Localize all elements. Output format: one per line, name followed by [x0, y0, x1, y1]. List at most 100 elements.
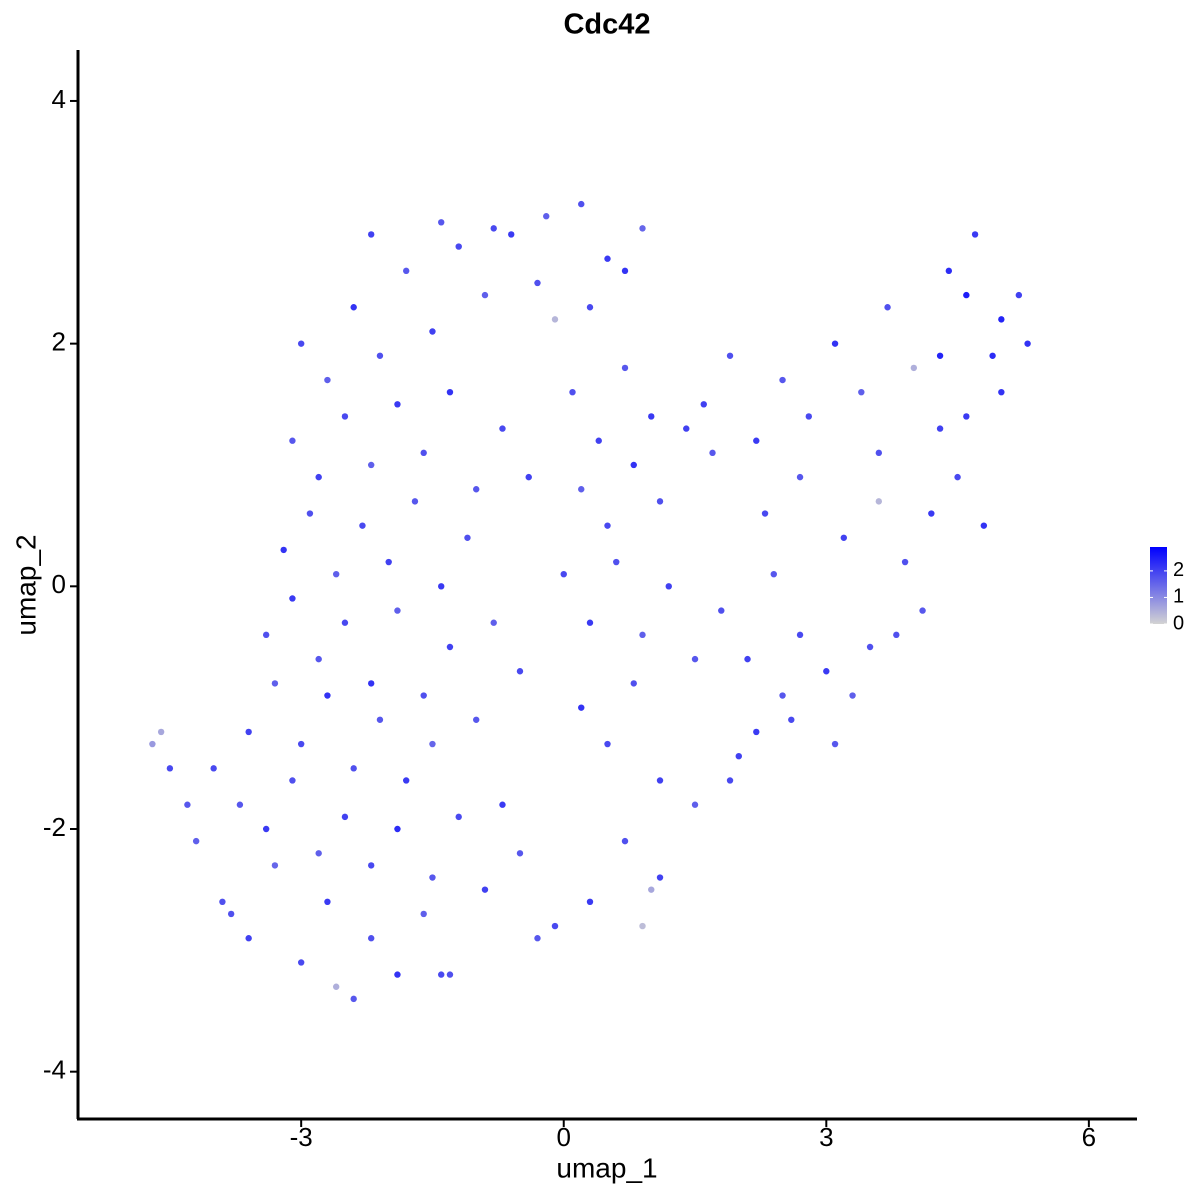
- cell-point: [262, 631, 270, 639]
- cell-point: [508, 231, 515, 238]
- cell-point: [367, 935, 375, 942]
- cell-point: [446, 643, 454, 651]
- cell-point: [831, 340, 839, 347]
- x-tick-label: -3: [290, 1122, 313, 1152]
- x-axis-label: umap_1: [556, 1152, 657, 1183]
- cell-point: [534, 279, 541, 287]
- y-tick-label: -2: [43, 812, 66, 842]
- cell-point: [586, 898, 594, 906]
- cell-point: [184, 801, 191, 808]
- cell-point: [604, 740, 611, 748]
- cell-point: [411, 498, 419, 505]
- chart-title: Cdc42: [563, 9, 650, 41]
- cell-point: [560, 570, 567, 578]
- cell-point: [289, 595, 296, 602]
- cell-point: [297, 740, 305, 748]
- cell-point: [928, 510, 935, 517]
- cell-point: [464, 534, 471, 541]
- cell-point: [656, 874, 664, 881]
- cell-point: [849, 692, 856, 699]
- cell-point: [621, 837, 629, 845]
- cell-point: [420, 910, 427, 918]
- cell-point: [980, 522, 988, 529]
- cell-point: [490, 619, 497, 626]
- cell-point: [262, 825, 270, 833]
- cell-point: [306, 510, 314, 517]
- x-tick-label: 6: [1082, 1122, 1096, 1152]
- cell-point: [534, 935, 541, 942]
- cell-point: [394, 825, 401, 833]
- cell-point: [332, 983, 340, 990]
- cell-point: [936, 425, 944, 432]
- cell-point: [551, 922, 559, 930]
- cell-point: [954, 473, 961, 481]
- y-tick-label: -4: [43, 1055, 66, 1085]
- cell-point: [289, 777, 296, 784]
- cell-point: [779, 376, 786, 384]
- cell-point: [376, 716, 384, 723]
- cell-point: [429, 328, 436, 335]
- cell-point: [691, 801, 699, 808]
- cell-point: [761, 510, 769, 517]
- cell-point: [1024, 340, 1031, 347]
- cell-point: [945, 267, 953, 275]
- cell-point: [665, 583, 672, 590]
- cell-point: [367, 231, 375, 238]
- cell-point: [595, 437, 602, 444]
- cell-point: [613, 558, 620, 566]
- cell-point: [438, 219, 445, 226]
- cell-point: [324, 898, 331, 906]
- cell-point: [936, 352, 944, 359]
- cell-point: [586, 619, 594, 626]
- cell-point: [455, 243, 462, 250]
- colorbar: [1150, 547, 1167, 624]
- cell-point: [709, 449, 716, 457]
- cell-point: [796, 631, 804, 639]
- cell-point: [875, 449, 883, 457]
- cell-point: [446, 971, 454, 978]
- cell-point: [639, 225, 646, 232]
- cell-point: [621, 364, 629, 372]
- cell-point: [271, 680, 279, 687]
- cell-point: [569, 388, 576, 396]
- cell-point: [831, 740, 839, 748]
- cell-point: [429, 874, 436, 881]
- cell-point: [788, 716, 795, 723]
- x-tick-label: 0: [557, 1122, 571, 1152]
- cell-point: [858, 388, 865, 396]
- cell-point: [578, 704, 585, 711]
- cell-point: [866, 643, 874, 651]
- cell-point: [473, 716, 480, 723]
- cell-point: [481, 886, 489, 893]
- cell-point: [901, 558, 909, 566]
- cell-point: [490, 225, 497, 232]
- cell-point: [367, 461, 375, 469]
- cell-point: [998, 388, 1005, 396]
- cell-point: [630, 680, 637, 687]
- cell-point: [473, 486, 480, 493]
- cell-point: [700, 401, 707, 408]
- cell-point: [586, 304, 594, 311]
- cell-point: [656, 777, 664, 784]
- cell-point: [726, 777, 734, 784]
- cell-point: [403, 267, 410, 275]
- y-tick-label: 0: [52, 569, 66, 599]
- y-axis-label: umap_2: [10, 534, 41, 635]
- cell-point: [648, 886, 655, 893]
- colorbar-label: 1: [1173, 586, 1184, 608]
- cell-point: [1015, 291, 1023, 299]
- cell-point: [744, 655, 751, 663]
- cell-point: [683, 425, 690, 432]
- cell-point: [735, 752, 742, 760]
- cell-point: [639, 631, 646, 639]
- cell-point: [341, 619, 349, 626]
- cell-point: [963, 291, 970, 299]
- cell-point: [394, 607, 401, 614]
- cell-point: [516, 850, 524, 857]
- cell-point: [324, 376, 331, 384]
- cell-point: [350, 995, 357, 1003]
- cell-point: [245, 935, 252, 942]
- cell-point: [621, 267, 629, 275]
- cell-point: [297, 959, 305, 966]
